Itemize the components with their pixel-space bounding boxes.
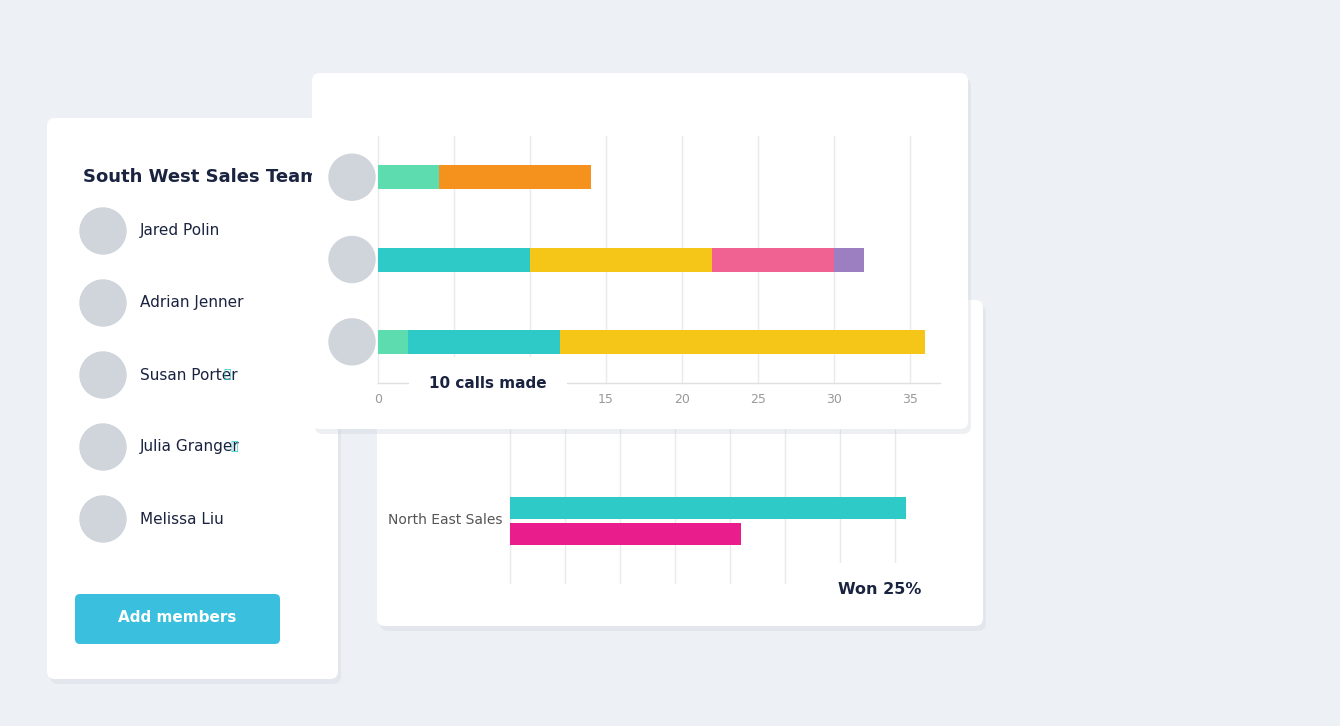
Bar	[378, 248, 529, 272]
Bar	[560, 330, 925, 354]
Text: Julia Granger: Julia Granger	[139, 439, 240, 454]
Bar	[511, 372, 929, 393]
Bar	[438, 166, 591, 189]
Bar	[378, 166, 438, 189]
Text: 🔒: 🔒	[230, 441, 239, 454]
Bar	[511, 398, 851, 420]
FancyBboxPatch shape	[377, 300, 984, 626]
Text: Susan Porter: Susan Porter	[139, 367, 237, 383]
FancyBboxPatch shape	[75, 594, 280, 644]
Text: 25: 25	[750, 393, 765, 406]
Bar	[378, 330, 409, 354]
Text: Melissa Liu: Melissa Liu	[139, 512, 224, 526]
Circle shape	[80, 424, 126, 470]
Circle shape	[330, 319, 375, 365]
Text: 30: 30	[825, 393, 842, 406]
Text: 20: 20	[674, 393, 690, 406]
Circle shape	[80, 280, 126, 326]
Bar	[833, 248, 864, 272]
Bar	[529, 248, 712, 272]
Text: 5: 5	[450, 393, 458, 406]
Circle shape	[330, 237, 375, 282]
Circle shape	[330, 154, 375, 200]
Circle shape	[80, 496, 126, 542]
FancyBboxPatch shape	[315, 78, 972, 434]
Bar	[712, 248, 833, 272]
FancyBboxPatch shape	[409, 357, 567, 411]
Text: South West Sales Team: South West Sales Team	[83, 168, 319, 186]
Bar	[409, 330, 560, 354]
FancyBboxPatch shape	[817, 563, 942, 619]
Text: Adrian Jenner: Adrian Jenner	[139, 295, 244, 311]
Text: 10: 10	[523, 393, 537, 406]
FancyBboxPatch shape	[312, 73, 967, 429]
Polygon shape	[478, 405, 497, 416]
Text: Jared Polin: Jared Polin	[139, 224, 220, 239]
FancyBboxPatch shape	[50, 123, 340, 684]
Text: Add members: Add members	[118, 611, 237, 626]
Circle shape	[80, 208, 126, 254]
Text: Won 25%: Won 25%	[839, 582, 922, 597]
Text: 15: 15	[598, 393, 614, 406]
FancyBboxPatch shape	[381, 305, 986, 631]
Bar	[511, 497, 906, 518]
Text: 35: 35	[902, 393, 918, 406]
Text: 0: 0	[374, 393, 382, 406]
Text: 10 calls made: 10 calls made	[429, 375, 547, 391]
Text: 🔒: 🔒	[224, 369, 230, 381]
FancyBboxPatch shape	[47, 118, 338, 679]
Circle shape	[80, 352, 126, 398]
Text: South West Sales: South West Sales	[382, 388, 502, 402]
Polygon shape	[871, 613, 888, 625]
Bar	[511, 523, 741, 544]
Text: North East Sales: North East Sales	[387, 513, 502, 528]
